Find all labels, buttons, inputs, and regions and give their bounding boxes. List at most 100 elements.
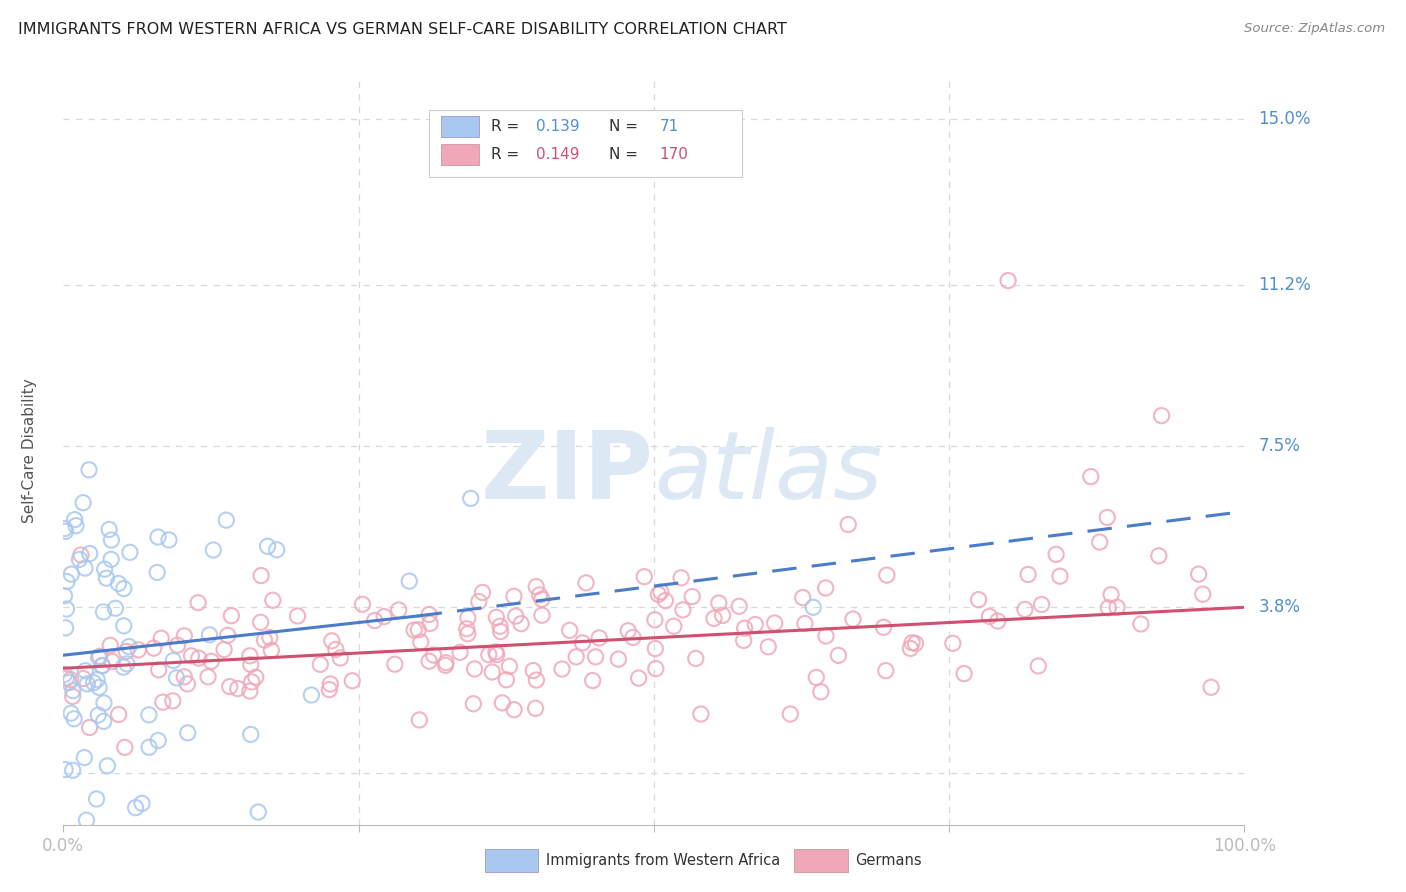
Point — [260, 643, 283, 657]
Point — [221, 608, 243, 623]
Point — [1049, 569, 1071, 583]
Point — [621, 631, 644, 645]
Point — [309, 657, 332, 672]
Point — [763, 615, 786, 630]
Point — [408, 623, 430, 637]
Point — [157, 533, 180, 547]
Point — [287, 609, 309, 624]
Point — [87, 681, 110, 695]
Point — [55, 524, 77, 539]
Text: 15.0%: 15.0% — [1258, 111, 1310, 128]
Point — [529, 588, 551, 602]
Point — [112, 660, 135, 674]
Point — [266, 542, 288, 557]
Point — [1088, 535, 1111, 549]
Point — [463, 697, 485, 711]
Point — [422, 648, 444, 662]
Text: 170: 170 — [659, 147, 689, 162]
Point — [72, 672, 94, 686]
Point — [744, 617, 766, 632]
Point — [319, 677, 342, 691]
Point — [239, 648, 262, 663]
Text: IMMIGRANTS FROM WESTERN AFRICA VS GERMAN SELF-CARE DISABILITY CORRELATION CHART: IMMIGRANTS FROM WESTERN AFRICA VS GERMAN… — [18, 22, 787, 37]
Point — [1097, 510, 1119, 524]
Point — [69, 552, 91, 566]
Point — [173, 670, 195, 684]
Point — [148, 663, 170, 677]
Point — [118, 545, 141, 559]
Point — [662, 619, 685, 633]
Text: 0.149: 0.149 — [536, 147, 579, 162]
Point — [93, 562, 115, 576]
Point — [703, 611, 725, 625]
Text: R =: R = — [491, 119, 524, 134]
Text: 3.8%: 3.8% — [1258, 599, 1301, 616]
Point — [239, 727, 262, 741]
Point — [900, 641, 922, 656]
Point — [112, 582, 135, 596]
Point — [810, 685, 832, 699]
Point — [801, 600, 824, 615]
Point — [409, 635, 432, 649]
Point — [617, 624, 640, 638]
Point — [325, 642, 347, 657]
Point — [166, 638, 188, 652]
Point — [650, 584, 672, 599]
Text: atlas: atlas — [654, 427, 882, 518]
Point — [588, 631, 610, 645]
Point — [1080, 469, 1102, 483]
Point — [434, 658, 457, 673]
Point — [485, 610, 508, 624]
Point — [198, 628, 221, 642]
Point — [218, 680, 240, 694]
Point — [73, 561, 96, 575]
Point — [489, 624, 512, 639]
Text: 71: 71 — [659, 119, 679, 134]
Point — [127, 643, 149, 657]
Point — [226, 681, 249, 696]
Point — [329, 651, 352, 665]
Point — [363, 614, 385, 628]
Point — [734, 621, 756, 635]
Point — [77, 463, 100, 477]
Point — [150, 632, 173, 646]
Point — [779, 706, 801, 721]
Point — [166, 671, 188, 685]
Point — [79, 547, 101, 561]
Point — [1191, 587, 1213, 601]
Point — [55, 621, 77, 635]
Point — [62, 690, 84, 704]
Point — [827, 648, 849, 663]
Point — [162, 654, 184, 668]
Point — [1017, 567, 1039, 582]
Point — [530, 608, 553, 623]
Text: Immigrants from Western Africa: Immigrants from Western Africa — [546, 854, 780, 868]
Point — [176, 677, 198, 691]
Point — [669, 571, 692, 585]
Point — [505, 609, 527, 624]
Point — [901, 636, 924, 650]
Point — [86, 673, 108, 687]
Point — [91, 658, 114, 673]
Point — [654, 593, 676, 607]
Point — [53, 763, 76, 777]
Point — [342, 673, 364, 688]
Point — [96, 759, 118, 773]
Point — [262, 593, 284, 607]
Point — [373, 609, 395, 624]
Point — [524, 701, 547, 715]
Point — [318, 682, 340, 697]
Point — [398, 574, 420, 588]
Point — [495, 673, 517, 687]
Point — [200, 654, 222, 668]
Point — [96, 571, 118, 585]
Point — [489, 619, 512, 633]
Point — [1045, 548, 1067, 562]
Point — [842, 612, 865, 626]
Point — [485, 645, 508, 659]
Point — [408, 713, 430, 727]
Text: 0.139: 0.139 — [536, 119, 579, 134]
Point — [875, 664, 897, 678]
Text: N =: N = — [609, 119, 643, 134]
Point — [73, 750, 96, 764]
